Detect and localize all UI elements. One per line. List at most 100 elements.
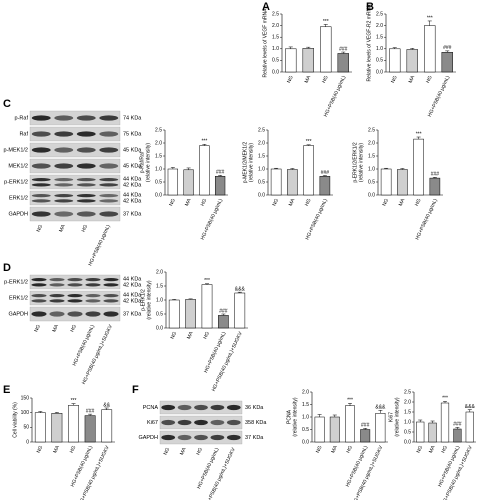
error-bar <box>384 167 389 169</box>
error-bar <box>322 175 327 177</box>
error-bar <box>54 412 59 414</box>
blot-band <box>31 311 47 317</box>
x-tick-label: HG <box>440 445 449 454</box>
blot-size-label: 45 KDa <box>123 163 142 169</box>
error-bar <box>306 144 311 146</box>
blot-band <box>31 283 47 287</box>
x-tick-label: HG+PSB(40 μg/mL)+SUGKV <box>211 330 244 392</box>
blot-band <box>54 199 74 203</box>
lane-label: HG <box>81 224 90 233</box>
blot-band <box>103 299 119 303</box>
x-tick-label: HG <box>69 445 78 454</box>
error-bar <box>416 136 421 140</box>
y-tick-label: 2.5 <box>376 11 383 17</box>
error-bar <box>274 167 279 169</box>
blot-band <box>177 419 192 426</box>
y-tick-label: 1.5 <box>302 402 309 408</box>
x-tick-label: NG <box>286 75 295 84</box>
significance-label: ### <box>431 172 440 178</box>
y-tick-label: 1.5 <box>155 153 162 159</box>
y-axis-label: Ki67 <box>388 412 394 422</box>
error-bar <box>288 46 293 49</box>
blot-size-label: 36 KDa <box>245 405 264 411</box>
blot-row-label: PCNA <box>143 405 159 411</box>
y-tick-label: 2.5 <box>272 11 279 17</box>
blot-band <box>54 211 74 217</box>
y-axis-label: p-MEK1/2/MEK1/2 <box>242 142 248 184</box>
y-axis-label: (relative intensity) <box>358 143 364 183</box>
blot-size-label: 42 KDa <box>123 199 142 205</box>
error-bar <box>104 407 109 410</box>
panel-letter: A <box>262 1 270 13</box>
bar <box>84 415 96 443</box>
y-tick-label: 1.0 <box>376 46 383 52</box>
bar <box>360 429 371 443</box>
blot-band <box>99 199 119 203</box>
blot-size-label: 42 KDa <box>123 283 142 289</box>
blot-band <box>31 199 51 203</box>
y-tick-label: 0.5 <box>404 429 411 435</box>
error-bar <box>202 144 207 146</box>
error-bar <box>445 50 450 53</box>
y-tick-label: 1.0 <box>156 297 163 303</box>
blot-band <box>161 419 176 426</box>
y-tick-label: 2.5 <box>155 127 162 133</box>
blot-band <box>76 194 96 198</box>
error-bar <box>427 20 432 26</box>
y-tick-label: 0.5 <box>156 311 163 317</box>
blot-band <box>85 294 101 298</box>
y-tick-label: 0.5 <box>368 179 375 185</box>
blot-size-label: 74 KDa <box>123 115 142 121</box>
bar <box>185 299 196 329</box>
blot-band <box>49 278 65 282</box>
y-tick-label: 2.0 <box>156 269 163 275</box>
bar <box>34 412 46 443</box>
y-tick-label: 2.5 <box>258 127 265 133</box>
y-axis-label: p-ERK1/2 <box>140 289 146 311</box>
blot-row-label: ERK1/2 <box>9 295 28 301</box>
y-tick-label: 0.0 <box>272 69 279 75</box>
blot-band <box>67 283 83 287</box>
x-tick-label: HG <box>321 75 330 84</box>
y-tick-label: 1.5 <box>376 35 383 41</box>
y-tick-label: 0 <box>26 439 29 445</box>
lane-label: HG <box>69 324 78 333</box>
significance-label: *** <box>347 398 353 404</box>
blot-band <box>161 434 176 441</box>
y-axis-label: Relative levels of VEGF mRNA <box>262 8 268 78</box>
error-bar <box>38 411 43 413</box>
significance-label: ### <box>216 170 225 176</box>
blot-band <box>103 283 119 287</box>
blot-band <box>99 183 119 187</box>
bar <box>380 168 392 196</box>
error-bar <box>323 24 328 27</box>
blot-band <box>49 283 65 287</box>
error-bar <box>467 409 472 412</box>
bar <box>303 145 314 196</box>
y-tick-label: 1.0 <box>302 414 309 420</box>
y-axis-label: Relative levels of VEGF-R2 mRNA <box>366 4 372 82</box>
x-tick-label: NG <box>168 198 177 207</box>
blot-row-label: GAPDH <box>8 211 28 217</box>
blot-row-label: p-MEK1/2 <box>4 147 28 153</box>
significance-label: && <box>103 402 110 408</box>
bar <box>389 48 401 73</box>
y-tick-label: 150 <box>21 395 30 401</box>
blot-band <box>76 183 96 187</box>
y-axis-label: PCNA <box>286 409 292 424</box>
y-tick-label: 0.0 <box>258 192 265 198</box>
y-tick-label: 2.0 <box>258 140 265 146</box>
blot-band <box>67 311 83 317</box>
y-tick-label: 0.0 <box>368 192 375 198</box>
y-tick-label: 1.5 <box>258 153 265 159</box>
x-tick-label: HG <box>345 445 354 454</box>
blot-strip <box>29 126 121 142</box>
error-bar <box>378 410 383 414</box>
bar <box>314 416 325 443</box>
blot-size-label: 42 KDa <box>123 183 142 189</box>
significance-label: &&& <box>235 286 246 292</box>
blot-band <box>54 178 74 182</box>
error-bar <box>237 291 242 293</box>
